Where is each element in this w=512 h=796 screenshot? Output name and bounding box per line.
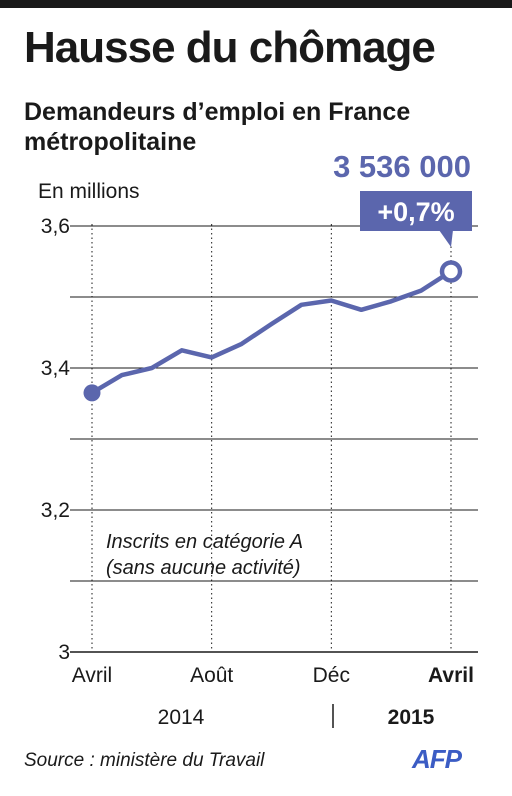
source-note: Source : ministère du Travail (24, 750, 265, 771)
x-tick-label: Avril (72, 664, 112, 687)
afp-logo: AFP (412, 744, 462, 774)
x-tick-label: Août (190, 664, 233, 687)
y-tick-label: 3,4 (41, 357, 71, 380)
change-callout-box (360, 191, 472, 231)
year-label: 2014 (158, 706, 205, 729)
x-tick-label: Avril (428, 664, 474, 687)
series-line (89, 269, 454, 396)
annotation-value: 3 536 000 (333, 149, 471, 184)
change-callout-pointer (439, 230, 453, 247)
chart-title: Hausse du chômage (24, 23, 436, 72)
y-tick-label: 3 (58, 641, 70, 664)
top-bar (0, 0, 512, 8)
series-note: (sans aucune activité) (106, 557, 301, 579)
x-tick-label: Déc (313, 664, 350, 687)
change-callout-label: +0,7% (377, 197, 454, 227)
chart-subtitle: Demandeurs d’emploi en France métropolit… (24, 98, 411, 156)
series-note: Inscrits en catégorie A (106, 531, 303, 553)
y-axis-unit-label: En millions (38, 180, 140, 203)
data-point-end (439, 260, 463, 283)
year-label: 2015 (388, 706, 435, 729)
y-tick-label: 3,2 (41, 499, 70, 522)
data-point-start (83, 384, 101, 402)
y-tick-label: 3,6 (41, 215, 70, 238)
